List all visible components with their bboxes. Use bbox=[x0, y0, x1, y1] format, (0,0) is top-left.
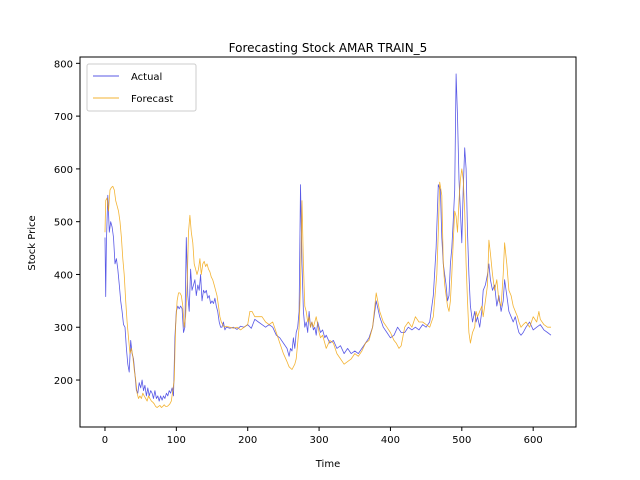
x-tick-label: 600 bbox=[524, 435, 543, 446]
y-tick-label: 300 bbox=[54, 323, 73, 334]
chart-title: Forecasting Stock AMAR TRAIN_5 bbox=[229, 41, 428, 55]
y-tick-label: 800 bbox=[54, 59, 73, 70]
plot-area bbox=[79, 56, 577, 428]
y-axis-label: Stock Price bbox=[27, 215, 38, 270]
y-tick-label: 600 bbox=[54, 165, 73, 176]
x-tick-label: 300 bbox=[310, 435, 329, 446]
y-tick-label: 700 bbox=[54, 112, 73, 123]
series-line-actual bbox=[104, 73, 552, 402]
x-axis-label: Time bbox=[315, 459, 340, 470]
x-axis: 0 100 200 300 400 500 600 bbox=[102, 427, 543, 446]
legend-label-actual: Actual bbox=[131, 72, 162, 83]
y-tick-label: 200 bbox=[54, 376, 73, 387]
x-tick-label: 400 bbox=[381, 435, 400, 446]
x-tick-label: 500 bbox=[452, 435, 471, 446]
plot-frame bbox=[79, 56, 577, 428]
x-tick-label: 0 bbox=[102, 435, 108, 446]
series-line-forecast bbox=[104, 168, 551, 408]
y-axis: 200 300 400 500 600 700 800 bbox=[54, 59, 80, 387]
legend-label-forecast: Forecast bbox=[131, 94, 173, 105]
x-tick-label: 200 bbox=[238, 435, 257, 446]
legend: Actual Forecast bbox=[86, 63, 197, 112]
y-tick-label: 500 bbox=[54, 218, 73, 229]
x-tick-label: 100 bbox=[167, 435, 186, 446]
y-tick-label: 400 bbox=[54, 270, 73, 281]
